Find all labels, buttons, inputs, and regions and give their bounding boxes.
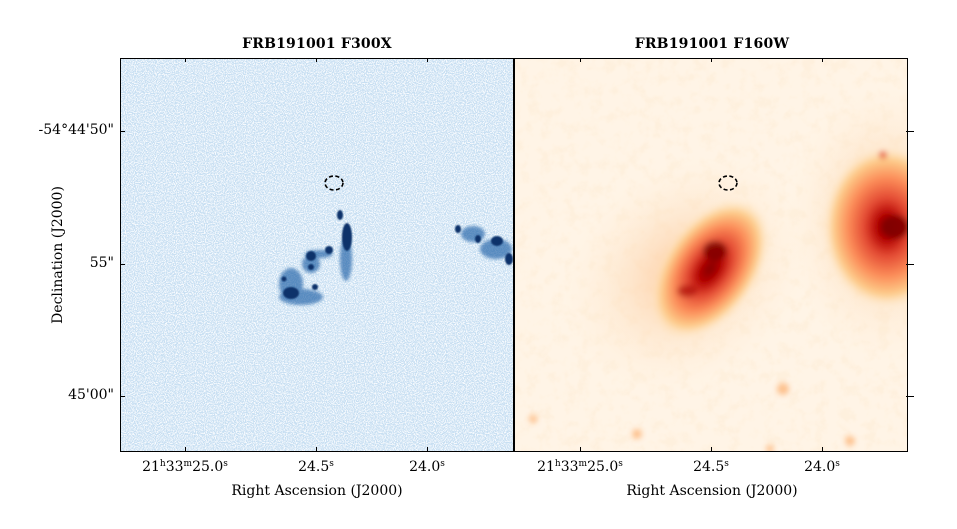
x-tick-label: 21h33m25.0s xyxy=(142,459,228,475)
x-tick-label: 24.0s xyxy=(409,459,445,475)
frb-localization-ellipse xyxy=(324,175,344,191)
panel-title-f160w: FRB191001 F160W xyxy=(634,36,790,52)
y-tick-label: -54°44'50" xyxy=(38,122,114,138)
x-axis-label: Right Ascension (J2000) xyxy=(626,483,798,499)
x-axis-label: Right Ascension (J2000) xyxy=(231,483,403,499)
panel-title-f300x: FRB191001 F300X xyxy=(242,36,392,52)
host-galaxy xyxy=(649,197,771,341)
neighbor-galaxy xyxy=(822,145,907,309)
host-galaxy-bright-knots xyxy=(281,210,513,299)
y-tick-label: 45'00" xyxy=(68,387,114,403)
x-tick-label: 24.5s xyxy=(693,459,729,475)
image-panel-f160w[interactable] xyxy=(514,58,908,452)
image-panel-f300x[interactable] xyxy=(120,58,514,452)
frb-localization-ellipse xyxy=(718,175,738,191)
x-tick-label: 24.5s xyxy=(298,459,334,475)
x-tick-label: 24.0s xyxy=(804,459,840,475)
f300x-image xyxy=(121,59,513,451)
faint-sources xyxy=(529,383,855,451)
y-tick-label: 55" xyxy=(89,255,114,271)
f160w-image xyxy=(515,59,907,451)
x-tick-label: 21h33m25.0s xyxy=(537,459,623,475)
